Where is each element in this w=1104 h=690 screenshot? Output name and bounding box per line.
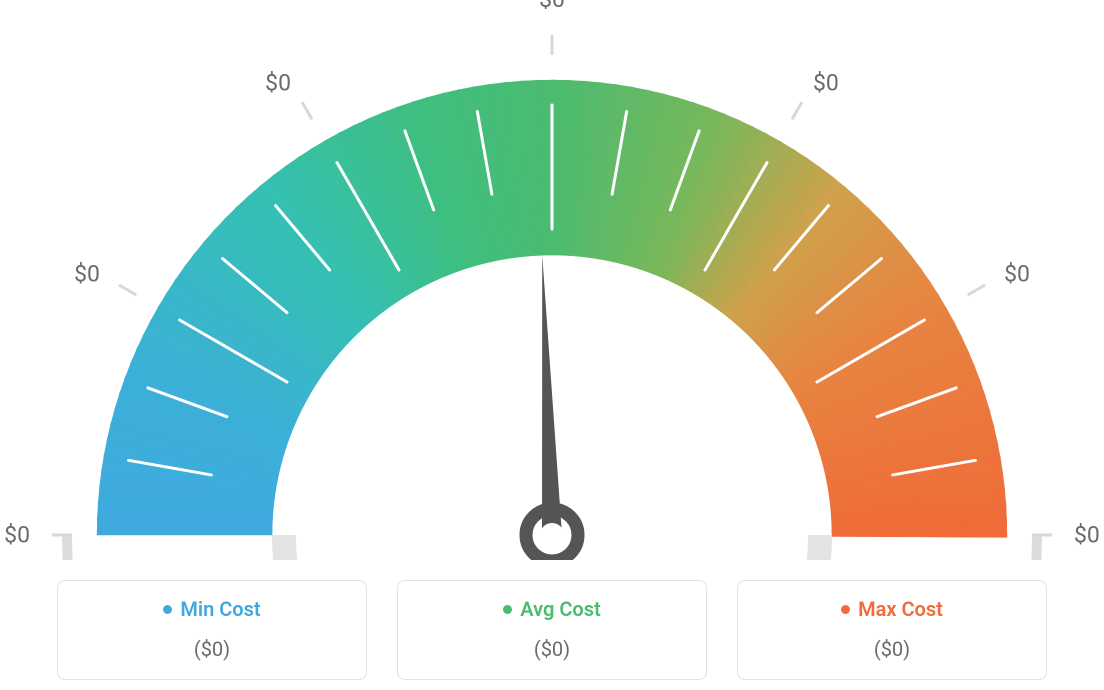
gauge-tick-label: $0	[1004, 261, 1030, 288]
gauge-tick-label: $0	[4, 522, 30, 549]
gauge-tick-label: $0	[539, 0, 565, 13]
legend-value-max: ($0)	[738, 637, 1046, 661]
legend-card-avg: Avg Cost ($0)	[397, 580, 707, 680]
legend-title-max: Max Cost	[841, 597, 943, 621]
legend-label-avg: Avg Cost	[520, 597, 601, 621]
legend-card-min: Min Cost ($0)	[57, 580, 367, 680]
legend-card-max: Max Cost ($0)	[737, 580, 1047, 680]
legend-dot-avg	[503, 605, 512, 614]
gauge-tick-label: $0	[265, 69, 291, 96]
legend-label-min: Min Cost	[180, 597, 260, 621]
legend-title-min: Min Cost	[163, 597, 260, 621]
legend-title-avg: Avg Cost	[503, 597, 601, 621]
legend-dot-min	[163, 605, 172, 614]
gauge-tick-label: $0	[813, 69, 839, 96]
gauge-svg	[0, 0, 1104, 560]
gauge-tick-label: $0	[74, 261, 100, 288]
legend-dot-max	[841, 605, 850, 614]
legend-value-min: ($0)	[58, 637, 366, 661]
legend-value-avg: ($0)	[398, 637, 706, 661]
gauge-chart: $0 $0 $0 $0 $0 $0 $0	[0, 0, 1104, 560]
legend-row: Min Cost ($0) Avg Cost ($0) Max Cost ($0…	[0, 580, 1104, 680]
gauge-tick-label: $0	[1074, 522, 1100, 549]
legend-label-max: Max Cost	[858, 597, 943, 621]
